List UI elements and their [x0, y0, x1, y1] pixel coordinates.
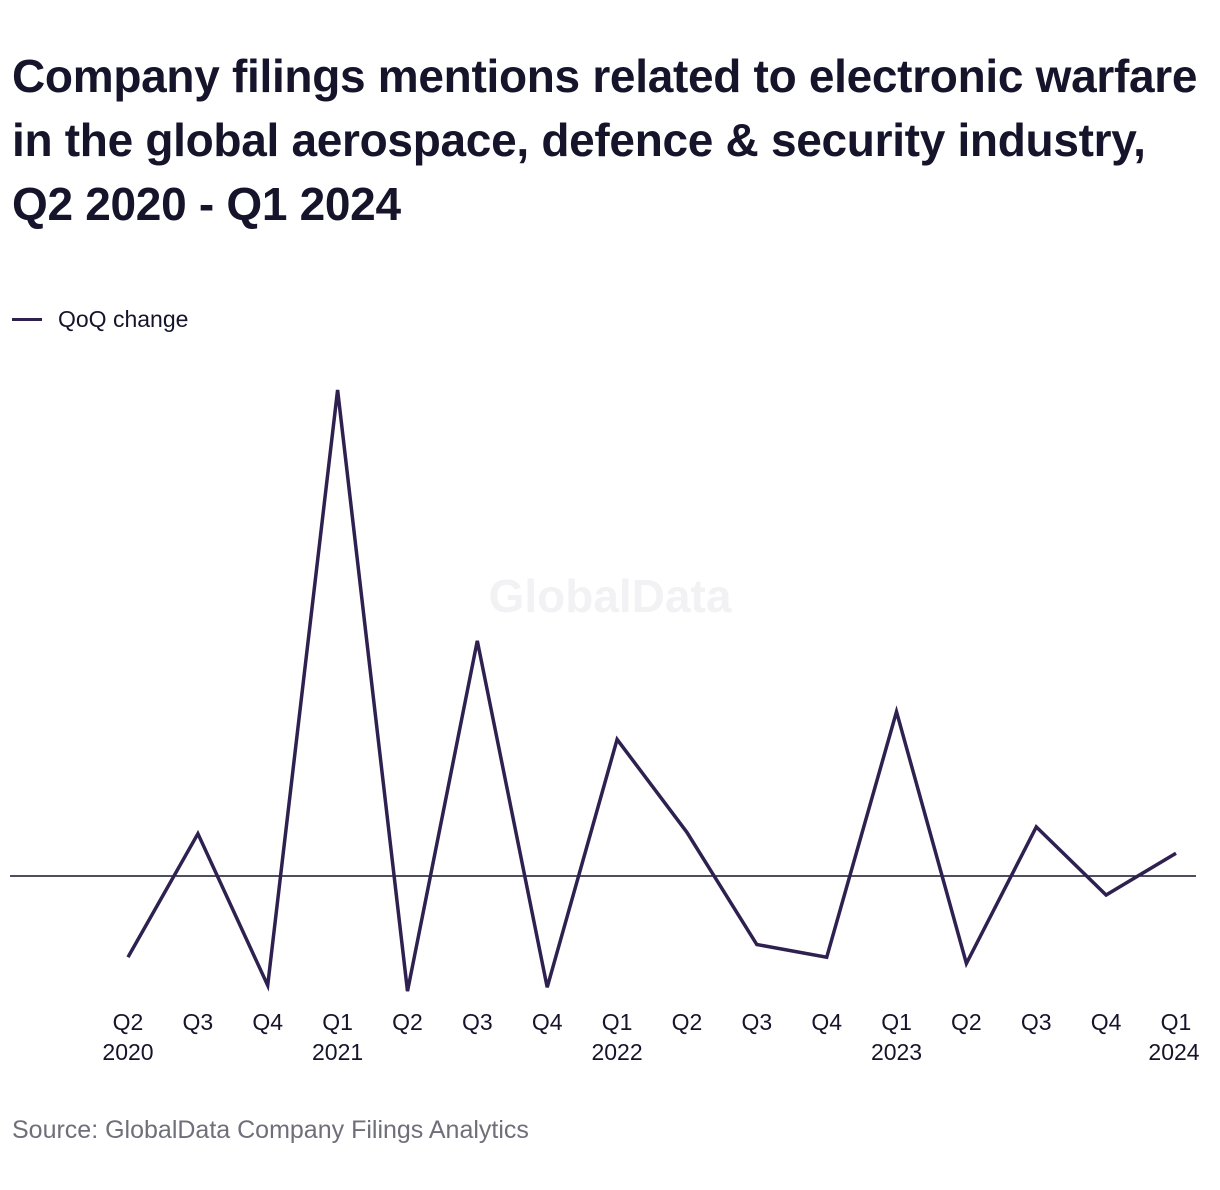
- chart-title: Company filings mentions related to elec…: [12, 50, 1198, 230]
- legend-swatch: [12, 318, 42, 321]
- source-note: Source: GlobalData Company Filings Analy…: [12, 1116, 529, 1144]
- x-tick-label: Q2: [392, 1009, 423, 1035]
- x-tick-label: Q1: [602, 1009, 633, 1035]
- series-line-qoq-change: [126, 389, 1177, 992]
- x-tick-label: Q4: [811, 1009, 842, 1035]
- x-tick-label: Q1: [881, 1009, 912, 1035]
- legend: QoQ change: [12, 306, 188, 333]
- x-tick-year: 2022: [591, 1039, 642, 1065]
- x-tick-year: 2021: [312, 1039, 363, 1065]
- x-tick-label: Q3: [462, 1009, 493, 1035]
- x-tick-year: 2024: [1148, 1039, 1199, 1065]
- x-tick-label: Q2: [672, 1009, 703, 1035]
- x-tick-label: Q1: [322, 1009, 353, 1035]
- x-tick-year: 2023: [871, 1039, 922, 1065]
- x-tick-label: Q3: [741, 1009, 772, 1035]
- x-tick-label: Q4: [532, 1009, 563, 1035]
- x-tick-label: Q4: [1091, 1009, 1122, 1035]
- x-tick-label: Q3: [183, 1009, 214, 1035]
- x-tick-label: Q1: [1161, 1009, 1192, 1035]
- x-tick-label: Q2: [113, 1009, 144, 1035]
- x-tick-label: Q4: [252, 1009, 283, 1035]
- watermark: GlobalData: [489, 570, 732, 622]
- x-tick-year: 2020: [102, 1039, 153, 1065]
- x-axis: Q2 2020 Q3 Q4 Q1 2021 Q2 Q3 Q4 Q1 2022 Q2 Q3 Q4 Q1 2023…: [102, 1009, 1199, 1065]
- x-tick-label: Q2: [951, 1009, 982, 1035]
- x-tick-label: Q3: [1021, 1009, 1052, 1035]
- legend-label: QoQ change: [58, 306, 189, 332]
